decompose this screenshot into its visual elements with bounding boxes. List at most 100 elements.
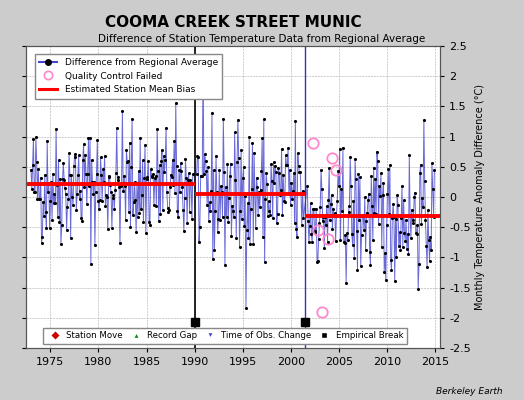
Point bbox=[103, 194, 111, 200]
Point bbox=[237, 146, 245, 153]
Point bbox=[345, 202, 354, 209]
Point bbox=[277, 187, 285, 193]
Point bbox=[177, 168, 185, 174]
Point bbox=[175, 167, 183, 174]
Point bbox=[197, 173, 205, 179]
Point bbox=[308, 239, 316, 245]
Point bbox=[360, 227, 368, 234]
Point bbox=[193, 153, 202, 159]
Point bbox=[261, 196, 270, 202]
Point bbox=[213, 228, 222, 235]
Point bbox=[88, 179, 96, 186]
Point bbox=[272, 220, 281, 226]
Point bbox=[303, 182, 311, 189]
Point bbox=[57, 241, 65, 247]
Point bbox=[342, 280, 351, 286]
Point bbox=[199, 56, 208, 62]
Point bbox=[43, 138, 51, 144]
Point bbox=[423, 264, 431, 270]
Point bbox=[298, 222, 306, 229]
Point bbox=[422, 243, 431, 250]
Point bbox=[83, 171, 92, 177]
Point bbox=[147, 166, 155, 172]
Point bbox=[276, 192, 284, 198]
Point bbox=[366, 261, 375, 268]
Point bbox=[180, 195, 189, 202]
Point bbox=[307, 200, 315, 206]
Point bbox=[414, 286, 422, 292]
Point bbox=[292, 226, 300, 232]
Point bbox=[52, 126, 60, 132]
Point bbox=[417, 221, 425, 227]
Point bbox=[347, 183, 355, 190]
Point bbox=[255, 188, 263, 195]
Point bbox=[81, 152, 90, 158]
Point bbox=[172, 163, 181, 169]
Point bbox=[341, 240, 349, 246]
Point bbox=[234, 116, 242, 123]
Point bbox=[374, 221, 383, 227]
Point bbox=[383, 190, 391, 197]
Point bbox=[110, 206, 118, 212]
Point bbox=[91, 242, 99, 248]
Point bbox=[31, 134, 40, 140]
Point bbox=[222, 214, 231, 220]
Point bbox=[184, 176, 192, 183]
Point bbox=[278, 212, 287, 218]
Point bbox=[369, 237, 377, 243]
Point bbox=[381, 250, 389, 257]
Point bbox=[134, 214, 142, 220]
Point bbox=[67, 172, 75, 178]
Point bbox=[326, 216, 334, 223]
Point bbox=[335, 146, 344, 152]
Point bbox=[155, 218, 163, 224]
Point bbox=[206, 208, 214, 214]
Point bbox=[264, 212, 272, 219]
Point bbox=[149, 171, 157, 178]
Point bbox=[239, 164, 248, 170]
Point bbox=[381, 277, 390, 284]
Point bbox=[247, 186, 256, 192]
Point bbox=[361, 194, 369, 200]
Point bbox=[45, 180, 53, 186]
Point bbox=[201, 157, 210, 164]
Point bbox=[335, 183, 343, 189]
Point bbox=[249, 241, 257, 248]
Point bbox=[112, 170, 120, 176]
Point bbox=[89, 191, 97, 197]
Point bbox=[322, 222, 330, 228]
Point bbox=[378, 192, 387, 198]
Point bbox=[289, 187, 297, 194]
Point bbox=[187, 180, 195, 186]
Point bbox=[357, 232, 366, 238]
Point bbox=[181, 156, 190, 162]
Point bbox=[150, 175, 159, 181]
Point bbox=[129, 199, 138, 205]
Point bbox=[195, 224, 204, 230]
Point bbox=[204, 164, 212, 170]
Point bbox=[315, 220, 324, 226]
Point bbox=[146, 222, 154, 228]
Point bbox=[344, 208, 353, 215]
Point bbox=[231, 176, 239, 183]
Point bbox=[406, 212, 414, 218]
Point bbox=[259, 234, 267, 240]
Point bbox=[69, 202, 77, 208]
Point bbox=[284, 145, 292, 152]
Point bbox=[53, 182, 61, 188]
Point bbox=[379, 180, 388, 186]
Point bbox=[340, 238, 348, 245]
Point bbox=[290, 170, 298, 176]
Point bbox=[38, 234, 47, 240]
Point bbox=[256, 187, 265, 193]
Point bbox=[372, 211, 380, 218]
Point bbox=[402, 246, 411, 252]
Point bbox=[133, 180, 141, 186]
Point bbox=[139, 219, 148, 225]
Point bbox=[150, 202, 158, 209]
Point bbox=[386, 162, 394, 168]
Point bbox=[106, 182, 114, 188]
Point bbox=[141, 142, 149, 149]
Point bbox=[332, 212, 341, 219]
Point bbox=[158, 147, 166, 153]
